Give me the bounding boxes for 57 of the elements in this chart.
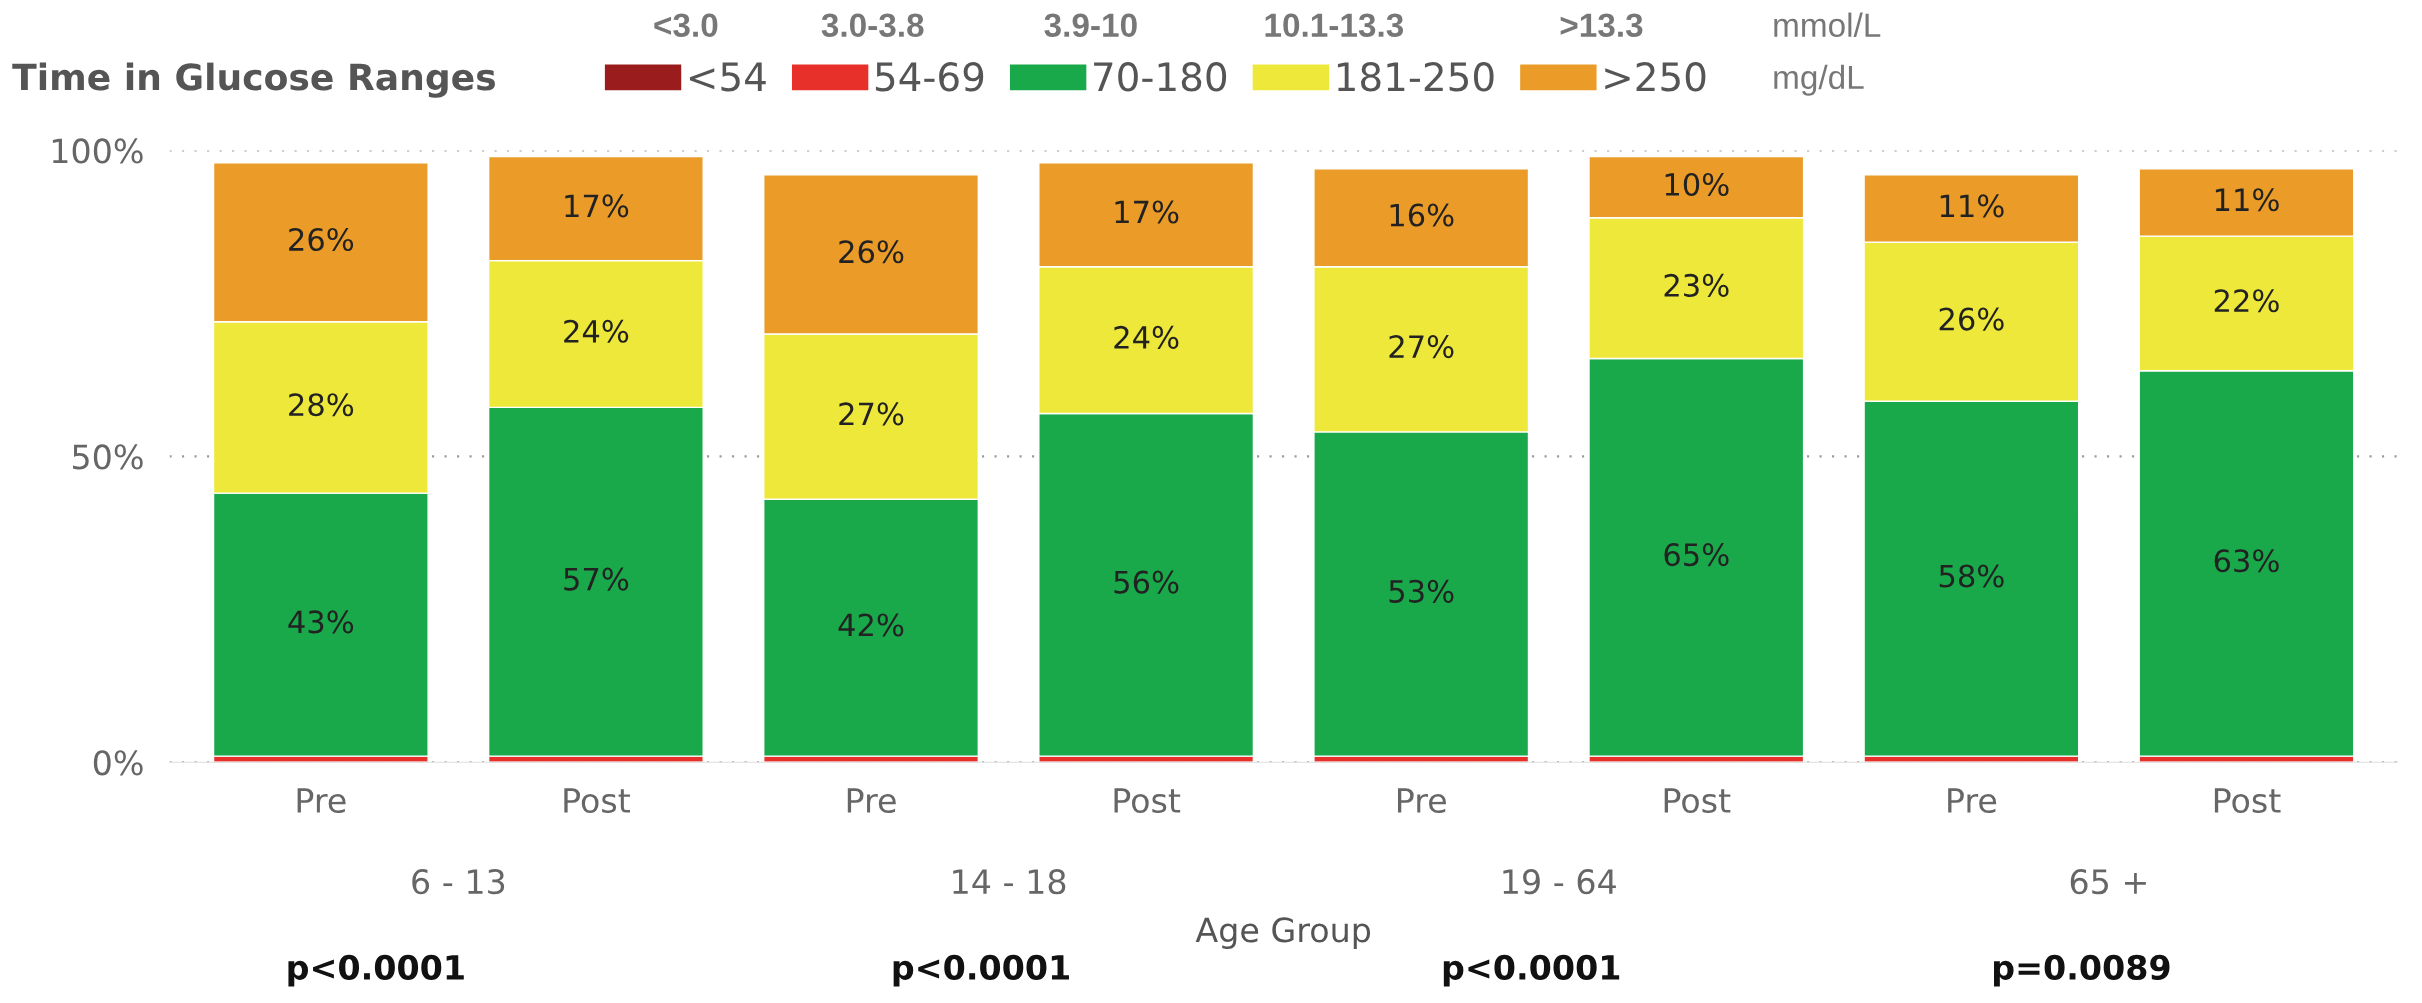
- legend-label: 181-250: [1337, 62, 1494, 92]
- x-tick-label: Pre: [1397, 788, 1446, 814]
- x-tick-label: Post: [2214, 788, 2281, 814]
- text: 19 - 64: [1503, 869, 1616, 895]
- x-tick-label: Pre: [297, 788, 346, 814]
- legend-title: Time in Glucose Ranges: [12, 62, 495, 98]
- data-label: 42%: [838, 613, 904, 637]
- data-label: 11%: [2215, 188, 2279, 212]
- text: 65 +: [2070, 869, 2146, 895]
- text: p<0.0001: [1443, 954, 1620, 987]
- data-label: 27%: [1389, 335, 1454, 359]
- data-label: 28%: [289, 393, 354, 417]
- data-label: 16%: [1390, 203, 1454, 227]
- data-label: 43%: [288, 610, 354, 634]
- data-label: 26%: [1939, 307, 2004, 331]
- data-label: 17%: [1115, 200, 1179, 224]
- data-label: 53%: [1389, 579, 1454, 603]
- legend-label: <54: [689, 62, 766, 92]
- text: mmol/L: [1774, 12, 1881, 38]
- legend-label: >250: [1605, 62, 1706, 92]
- data-label: 56%: [1114, 570, 1179, 594]
- x-axis-title: Age Group: [1195, 917, 1371, 950]
- text: mg/dL: [1774, 64, 1864, 96]
- data-label: 11%: [1940, 194, 2004, 218]
- x-tick-label: Post: [1664, 788, 1731, 814]
- data-label: 23%: [1664, 273, 1729, 297]
- data-label: 26%: [839, 240, 904, 264]
- x-tick-label: Pre: [847, 788, 896, 814]
- text: 14 - 18: [953, 869, 1066, 895]
- data-label: 10%: [1665, 172, 1729, 197]
- text: p=0.0089: [1994, 954, 2170, 987]
- data-label: 24%: [564, 319, 629, 343]
- text: 3.0-3.8: [821, 13, 924, 38]
- data-label: 17%: [565, 194, 629, 218]
- x-tick-label: Post: [1114, 788, 1181, 814]
- text: 10.1-13.3: [1265, 13, 1404, 38]
- data-label: 24%: [1114, 325, 1179, 349]
- data-label: 27%: [839, 402, 904, 426]
- data-label: 26%: [289, 227, 354, 252]
- data-label: 65%: [1664, 543, 1729, 567]
- y-tick-label: 100%: [52, 138, 143, 164]
- data-label: 57%: [564, 567, 629, 591]
- text: >13.3: [1560, 13, 1643, 38]
- y-tick-label: 0%: [93, 750, 143, 776]
- data-label: 63%: [2214, 549, 2279, 573]
- legend-label: 70-180: [1094, 62, 1227, 92]
- x-tick-label: Post: [564, 788, 630, 814]
- data-label: 22%: [2214, 289, 2279, 313]
- legend-label: 54-69: [875, 62, 984, 92]
- text: p<0.0001: [893, 954, 1069, 987]
- text: 3.9-10: [1044, 13, 1137, 38]
- text: 6 - 13: [412, 869, 505, 895]
- text: <3.0: [654, 13, 718, 38]
- data-label: 58%: [1939, 564, 2004, 588]
- y-tick-label: 50%: [73, 444, 143, 470]
- x-tick-label: Pre: [1948, 788, 1997, 814]
- text: p<0.0001: [288, 954, 464, 987]
